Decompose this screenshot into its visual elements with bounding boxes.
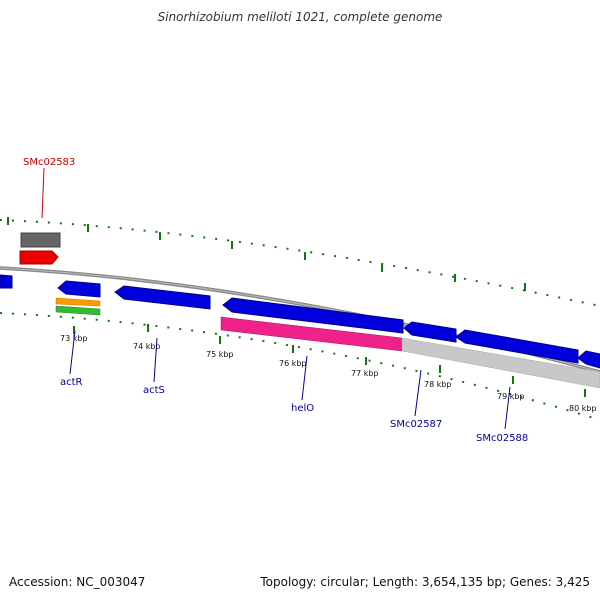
connector-SMc02583 — [41, 167, 45, 219]
connector-actR — [69, 330, 76, 375]
forward-features — [19, 232, 61, 265]
tick-label: 74 kbp — [133, 342, 161, 351]
label-connectors — [41, 167, 511, 430]
cds-right-edge — [577, 350, 600, 369]
connector-SMc02587 — [414, 369, 422, 417]
cds-SMc02588 — [455, 329, 579, 364]
feature-gray — [20, 232, 61, 248]
inner-major-ticks — [73, 324, 586, 397]
cds-actS — [114, 285, 211, 310]
small-features — [55, 297, 101, 316]
cds-actR — [57, 280, 101, 298]
reverse-cds — [0, 274, 600, 369]
feature-red-arrow — [19, 250, 59, 265]
gene-label-SMc02588: SMc02588 — [476, 433, 528, 444]
feature-green — [55, 305, 101, 316]
cds-helO — [222, 297, 404, 334]
genome-title: Sinorhizobium meliloti 1021, complete ge… — [157, 10, 443, 24]
gene-labels: SMc02583 actR actS helO SMc02587 SMc0258… — [23, 157, 528, 444]
tick-label: 78 kbp — [424, 380, 452, 389]
cds-SMc02587 — [403, 321, 457, 343]
tick-label: 80 kbp — [569, 404, 597, 413]
feature-light-gray — [401, 337, 600, 389]
feature-orange — [55, 297, 101, 307]
tick-label: 75 kbp — [206, 350, 234, 359]
accession-text: Accession: NC_003047 — [9, 575, 146, 589]
cds-left-edge — [0, 274, 13, 289]
gene-label-actR: actR — [60, 377, 83, 388]
tick-label: 76 kbp — [279, 359, 307, 368]
connector-actS — [153, 337, 158, 383]
gene-label-actS: actS — [143, 385, 165, 396]
tick-label: 79 kbp — [497, 392, 525, 401]
gene-label-SMc02587: SMc02587 — [390, 419, 442, 430]
connector-helO — [301, 355, 308, 401]
gene-label-SMc02583: SMc02583 — [23, 157, 75, 168]
bands — [220, 316, 600, 389]
gene-label-helO: helO — [291, 403, 314, 414]
tick-label: 77 kbp — [351, 369, 379, 378]
outer-tick-ring — [0, 219, 600, 307]
connector-SMc02588 — [504, 386, 511, 430]
outer-major-ticks — [7, 217, 526, 291]
topology-text: Topology: circular; Length: 3,654,135 bp… — [260, 575, 590, 589]
